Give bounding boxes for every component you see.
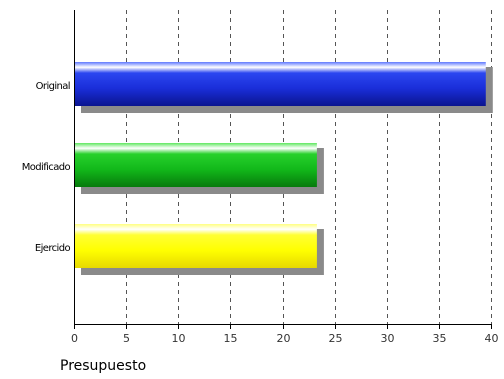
x-tick-label-5: 5 — [123, 332, 130, 345]
x-tick-label-20: 20 — [277, 332, 291, 345]
bar-modificado — [74, 143, 317, 187]
x-tick-label-40: 40 — [485, 332, 499, 345]
labels: Original Modificado Ejercido 0 5 10 15 20 25 30 35… — [22, 81, 499, 374]
category-label-modificado: Modificado — [22, 162, 71, 173]
bar-original — [74, 62, 486, 106]
x-tick-label-10: 10 — [172, 332, 186, 345]
category-label-ejercido: Ejercido — [35, 243, 71, 254]
category-label-original: Original — [36, 81, 70, 92]
x-tick-label-15: 15 — [224, 332, 238, 345]
x-tick-label-30: 30 — [381, 332, 395, 345]
x-tick-label-25: 25 — [329, 332, 343, 345]
axes — [74, 10, 492, 329]
bars — [74, 62, 486, 268]
x-tick-label-35: 35 — [433, 332, 447, 345]
x-tick-label-0: 0 — [71, 332, 78, 345]
x-axis-title: Presupuesto — [60, 358, 146, 374]
bar-ejercido — [74, 224, 317, 268]
